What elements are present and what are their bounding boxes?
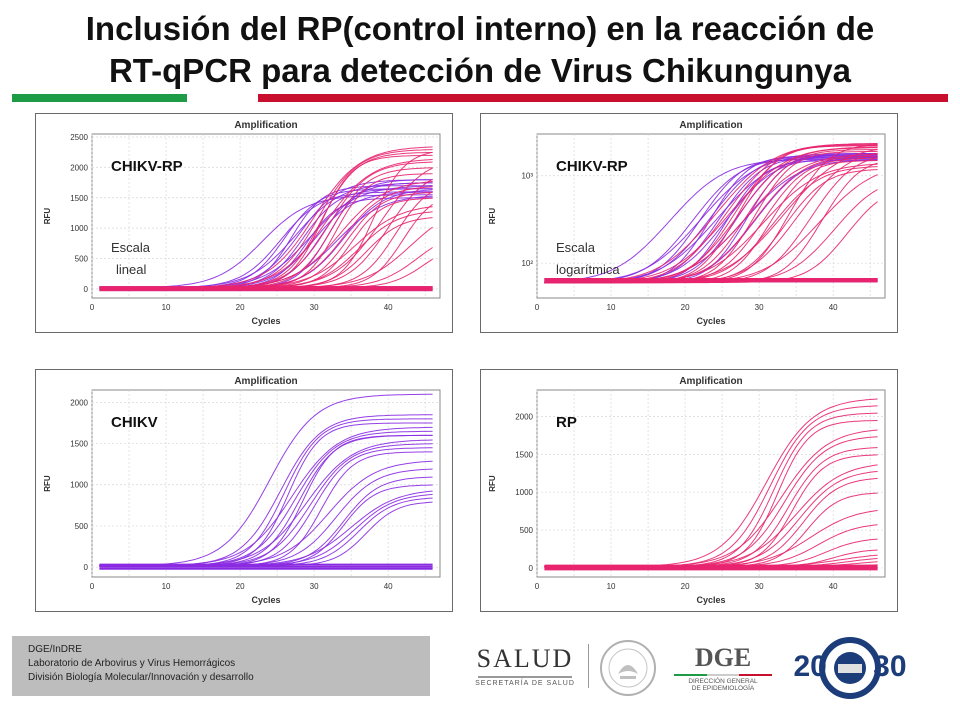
x-tick-label: 40 bbox=[384, 582, 393, 591]
curve-group bbox=[99, 393, 433, 570]
x-tick-label: 30 bbox=[310, 582, 319, 591]
chart-chikv: Amplification 0 10 20 30 40 0 500 1000 1500 2000 Cy… bbox=[36, 370, 452, 611]
x-tick-label: 20 bbox=[681, 582, 690, 591]
chart-annotation: CHIKV-RP bbox=[111, 158, 183, 175]
sinave-emblem-icon bbox=[819, 637, 881, 699]
chart-log: Amplification 0 10 20 30 40 10² 10³ Cycles RFU CHI… bbox=[481, 114, 897, 332]
dge-logo-text: DGE bbox=[694, 643, 752, 672]
chart-linear: Amplification 0 10 20 30 40 0 500 1000 1500 2000 25… bbox=[36, 114, 452, 332]
x-tick-label: 0 bbox=[90, 303, 95, 312]
footer-line-2: Laboratorio de Arbovirus y Virus Hemorrá… bbox=[28, 658, 236, 669]
salud-logo-text: SALUD bbox=[476, 644, 574, 673]
red-accent-bar bbox=[258, 94, 948, 102]
y-axis-label: RFU bbox=[43, 208, 52, 225]
x-axis-label: Cycles bbox=[696, 316, 725, 326]
x-tick-label: 30 bbox=[755, 582, 764, 591]
chart-panel-chikv: Amplification 0 10 20 30 40 0 500 1000 1500 2000 Cy… bbox=[35, 369, 453, 612]
y-tick-label: 2000 bbox=[70, 163, 88, 172]
y-axis-label: RFU bbox=[43, 475, 52, 492]
scale-note-line-2: logarítmica bbox=[556, 262, 620, 277]
x-tick-label: 40 bbox=[829, 582, 838, 591]
y-tick-label: 1500 bbox=[515, 450, 533, 459]
x-axis-label: Cycles bbox=[696, 595, 725, 605]
slide-title: Inclusión del RP(control interno) en la … bbox=[0, 8, 960, 92]
y-tick-label: 1000 bbox=[515, 488, 533, 497]
dge-logo: DGE DIRECCIÓN GENERAL DE EPIDEMIOLOGÍA bbox=[668, 644, 778, 698]
x-tick-label: 20 bbox=[681, 303, 690, 312]
x-tick-label: 40 bbox=[829, 303, 838, 312]
chart-title: Amplification bbox=[234, 120, 297, 131]
chart-annotation: CHIKV bbox=[111, 414, 158, 431]
green-accent-bar bbox=[12, 94, 187, 102]
y-axis-label: RFU bbox=[488, 475, 497, 492]
chart-rp: Amplification 0 10 20 30 40 0 500 1000 1500 2000 Cy… bbox=[481, 370, 897, 611]
x-tick-label: 0 bbox=[535, 582, 540, 591]
x-tick-label: 20 bbox=[236, 303, 245, 312]
chart-panel-linear: Amplification 0 10 20 30 40 0 500 1000 1500 2000 25… bbox=[35, 113, 453, 333]
y-tick-label: 2000 bbox=[70, 398, 88, 407]
curve-group bbox=[544, 398, 878, 571]
curve-group bbox=[99, 146, 433, 292]
vertical-divider bbox=[588, 644, 589, 688]
footer-line-3: División Biología Molecular/Innovación y… bbox=[28, 672, 254, 683]
y-tick-label: 1500 bbox=[70, 440, 88, 449]
y-tick-label: 1000 bbox=[70, 224, 88, 233]
x-tick-label: 0 bbox=[90, 582, 95, 591]
title-line-2: RT-qPCR para detección de Virus Chikungu… bbox=[108, 52, 852, 89]
chart-title: Amplification bbox=[679, 376, 742, 387]
x-tick-label: 30 bbox=[310, 303, 319, 312]
x-tick-label: 20 bbox=[236, 582, 245, 591]
footer-line-1: DGE/InDRE bbox=[28, 644, 82, 655]
scale-note-line-2: lineal bbox=[116, 262, 146, 277]
y-tick-label: 2500 bbox=[70, 133, 88, 142]
chart-annotation: CHIKV-RP bbox=[556, 158, 628, 175]
x-axis-label: Cycles bbox=[251, 595, 280, 605]
chart-title: Amplification bbox=[679, 120, 742, 131]
y-tick-label: 0 bbox=[529, 564, 534, 573]
sinave-logo: 20 30 bbox=[790, 636, 910, 700]
y-tick-label: 1000 bbox=[70, 481, 88, 490]
y-tick-label: 0 bbox=[84, 563, 89, 572]
y-tick-label: 10² bbox=[521, 259, 533, 268]
x-axis-label: Cycles bbox=[251, 316, 280, 326]
chart-annotation: RP bbox=[556, 414, 577, 431]
x-tick-label: 10 bbox=[607, 582, 616, 591]
x-tick-label: 0 bbox=[535, 303, 540, 312]
salud-logo: SALUD SECRETARÍA DE SALUD bbox=[470, 644, 580, 696]
chart-title: Amplification bbox=[234, 376, 297, 387]
x-tick-label: 10 bbox=[162, 582, 171, 591]
title-line-1: Inclusión del RP(control interno) en la … bbox=[85, 10, 875, 47]
chart-panel-rp: Amplification 0 10 20 30 40 0 500 1000 1500 2000 Cy… bbox=[480, 369, 898, 612]
curve-group bbox=[544, 143, 878, 284]
salud-logo-subtitle: SECRETARÍA DE SALUD bbox=[475, 680, 575, 687]
x-tick-label: 10 bbox=[607, 303, 616, 312]
mexico-seal bbox=[598, 638, 658, 698]
y-tick-label: 1500 bbox=[70, 194, 88, 203]
y-tick-label: 0 bbox=[84, 285, 89, 294]
y-tick-label: 500 bbox=[75, 255, 89, 264]
sinave-logo-text: 20 30 bbox=[793, 650, 907, 683]
chart-panel-log: Amplification 0 10 20 30 40 10² 10³ Cycles RFU CHI… bbox=[480, 113, 898, 333]
y-tick-label: 10³ bbox=[521, 172, 533, 181]
amplification-curve bbox=[544, 201, 878, 284]
y-tick-label: 500 bbox=[520, 526, 534, 535]
scale-note-line-1: Escala bbox=[111, 240, 151, 255]
y-axis-label: RFU bbox=[488, 208, 497, 225]
plot-area bbox=[91, 389, 441, 578]
scale-note-line-1: Escala bbox=[556, 240, 596, 255]
y-tick-label: 2000 bbox=[515, 412, 533, 421]
y-tick-label: 500 bbox=[75, 522, 89, 531]
x-tick-label: 30 bbox=[755, 303, 764, 312]
x-tick-label: 10 bbox=[162, 303, 171, 312]
dge-logo-subtitle-2: DE EPIDEMIOLOGÍA bbox=[691, 685, 755, 692]
dge-logo-subtitle-1: DIRECCIÓN GENERAL bbox=[688, 678, 758, 685]
seal-icon bbox=[600, 640, 656, 696]
footer-box: DGE/InDRE Laboratorio de Arbovirus y Vir… bbox=[12, 636, 430, 696]
x-tick-label: 40 bbox=[384, 303, 393, 312]
